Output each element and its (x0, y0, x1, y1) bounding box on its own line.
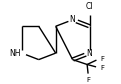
Text: Cl: Cl (86, 2, 93, 11)
Text: F: F (100, 65, 104, 71)
Text: NH: NH (10, 49, 21, 58)
Text: N: N (87, 49, 92, 58)
Text: F: F (86, 77, 90, 83)
Text: F: F (100, 56, 104, 62)
Text: N: N (70, 15, 76, 24)
